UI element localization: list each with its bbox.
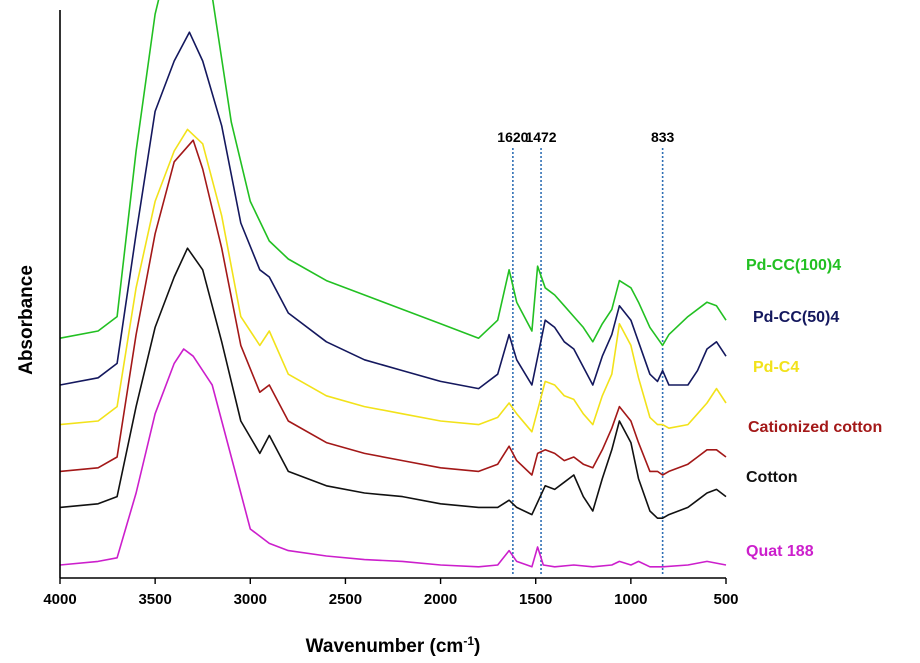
x-tick-label: 3500 xyxy=(138,591,171,608)
series-line-cotton xyxy=(59,247,727,519)
series-line-quat-188 xyxy=(59,348,727,568)
annotation-label-1620: 1620 xyxy=(497,129,528,145)
series-label-cationized-cotton: Cationized cotton xyxy=(748,419,882,436)
axes xyxy=(59,10,726,579)
x-tick-label: 500 xyxy=(713,591,738,608)
x-tick-label: 2500 xyxy=(329,591,362,608)
x-ticks: 4000 3500 3000 2500 2000 1500 1000 500 xyxy=(43,578,739,608)
x-tick-label: 3000 xyxy=(234,591,267,608)
x-tick-label: 1000 xyxy=(614,591,647,608)
x-axis-title-close: ) xyxy=(474,636,480,657)
x-axis-title-sup: -1 xyxy=(463,634,474,648)
annotation-label-833: 833 xyxy=(651,129,675,145)
series-line-cationized-cotton xyxy=(59,139,727,476)
x-axis-title: Wavenumber (cm-1) xyxy=(306,634,481,657)
series-line-pd-c4 xyxy=(59,128,727,433)
series-labels: Pd-CC(100)4 Pd-CC(50)4 Pd-C4 Cationized cot… xyxy=(746,257,882,560)
annotation-label-1472: 1472 xyxy=(525,129,556,145)
x-tick-label: 2000 xyxy=(424,591,457,608)
x-axis-title-main: Wavenumber (cm xyxy=(306,636,464,657)
series-label-pd-cc-100-4: Pd-CC(100)4 xyxy=(746,257,841,274)
spectra-series xyxy=(59,0,727,568)
x-tick-label: 4000 xyxy=(43,591,76,608)
series-label-cotton: Cotton xyxy=(746,469,798,486)
y-axis-title: Absorbance xyxy=(16,265,37,375)
series-label-quat-188: Quat 188 xyxy=(746,543,814,560)
series-label-pd-cc-50-4: Pd-CC(50)4 xyxy=(753,309,839,326)
x-tick-label: 1500 xyxy=(519,591,552,608)
series-line-pd-cc-50-4 xyxy=(59,31,727,390)
series-label-pd-c4: Pd-C4 xyxy=(753,359,799,376)
series-line-pd-cc-100-4 xyxy=(59,0,727,347)
